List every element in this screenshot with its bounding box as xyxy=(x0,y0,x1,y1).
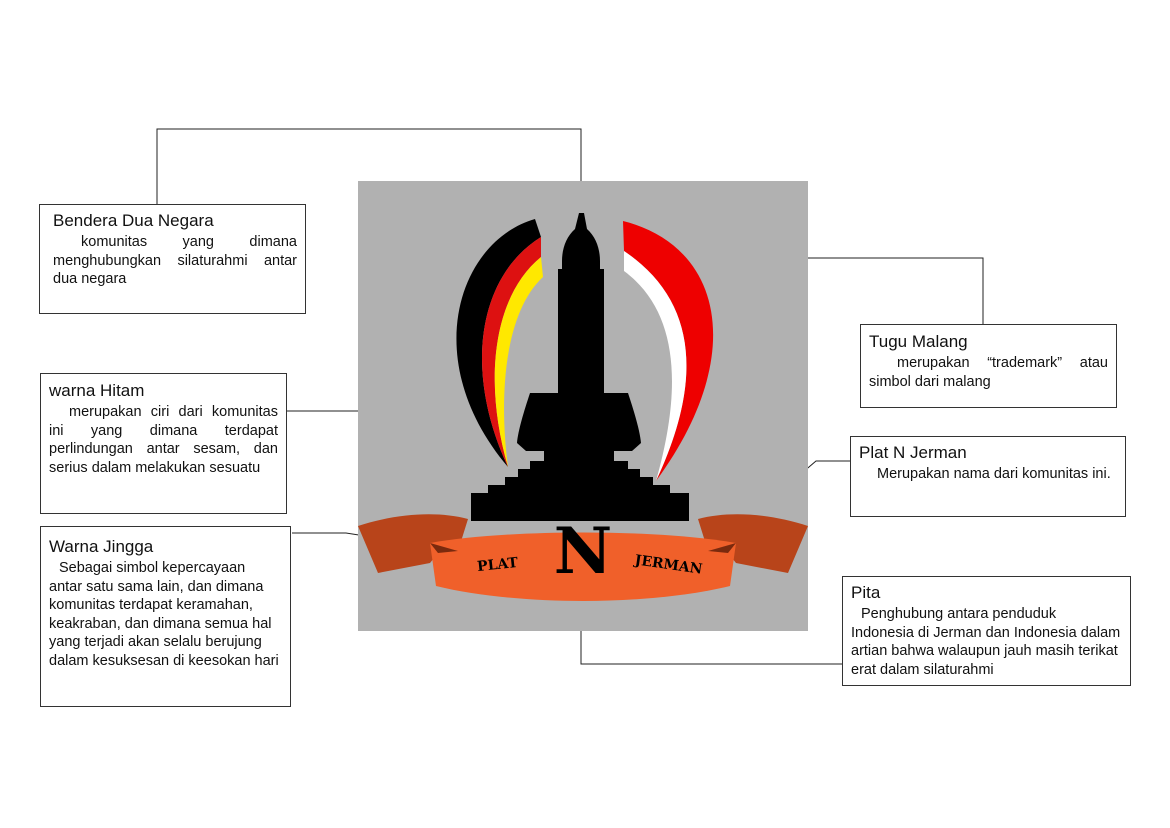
ribbon-fold-right xyxy=(708,543,736,553)
note-bendera-title: Bendera Dua Negara xyxy=(53,211,214,230)
note-jingga: Warna Jingga Sebagai simbol kepercayaan … xyxy=(40,526,291,707)
ribbon-fold-left xyxy=(430,543,458,553)
ribbon-main xyxy=(430,532,736,601)
note-hitam: warna Hitam merupakan ciri dari komunita… xyxy=(40,373,287,514)
note-tugu-body: merupakan “trademark” atau simbol dari m… xyxy=(869,355,1108,390)
flag-red-upper xyxy=(623,221,714,481)
note-jingga-body: Sebagai simbol kepercayaan antar satu sa… xyxy=(49,560,279,669)
connector-bendera xyxy=(156,128,582,204)
note-tugu: Tugu Malang merupakan “trademark” atau s… xyxy=(860,324,1117,408)
note-platn-body: Merupakan nama dari komunitas ini. xyxy=(877,466,1111,482)
flag-yellow-stripe xyxy=(494,257,543,467)
note-platn: Plat N Jerman Merupakan nama dari komuni… xyxy=(850,436,1126,517)
note-pita: Pita Penghubung antara penduduk Indonesi… xyxy=(842,576,1131,686)
note-bendera: Bendera Dua Negara komunitas yang dimana… xyxy=(39,204,306,314)
flag-black-stripe xyxy=(456,219,541,467)
ribbon-text-plat: PLAT xyxy=(476,555,519,575)
ribbon xyxy=(358,514,808,601)
connector-tugu xyxy=(759,257,984,324)
note-tugu-title: Tugu Malang xyxy=(869,332,968,351)
flag-red-stripe xyxy=(482,237,541,467)
ribbon-left-tail xyxy=(358,514,468,573)
note-hitam-body: merupakan ciri dari komunitas ini yang d… xyxy=(49,404,278,476)
note-hitam-title: warna Hitam xyxy=(49,381,145,400)
note-pita-title: Pita xyxy=(851,583,881,602)
ribbon-right-tail xyxy=(698,514,808,573)
note-pita-body: Penghubung antara penduduk Indonesia di … xyxy=(851,606,1121,678)
logo: PLAT N JERMAN xyxy=(358,213,808,601)
flag-white-lower xyxy=(624,251,687,481)
note-bendera-body: komunitas yang dimana menghubungkan sila… xyxy=(53,234,297,287)
note-jingga-title: Warna Jingga xyxy=(49,537,154,556)
note-platn-title: Plat N Jerman xyxy=(859,443,967,462)
tugu-monument xyxy=(471,213,689,521)
ribbon-letter-n: N xyxy=(554,514,613,589)
